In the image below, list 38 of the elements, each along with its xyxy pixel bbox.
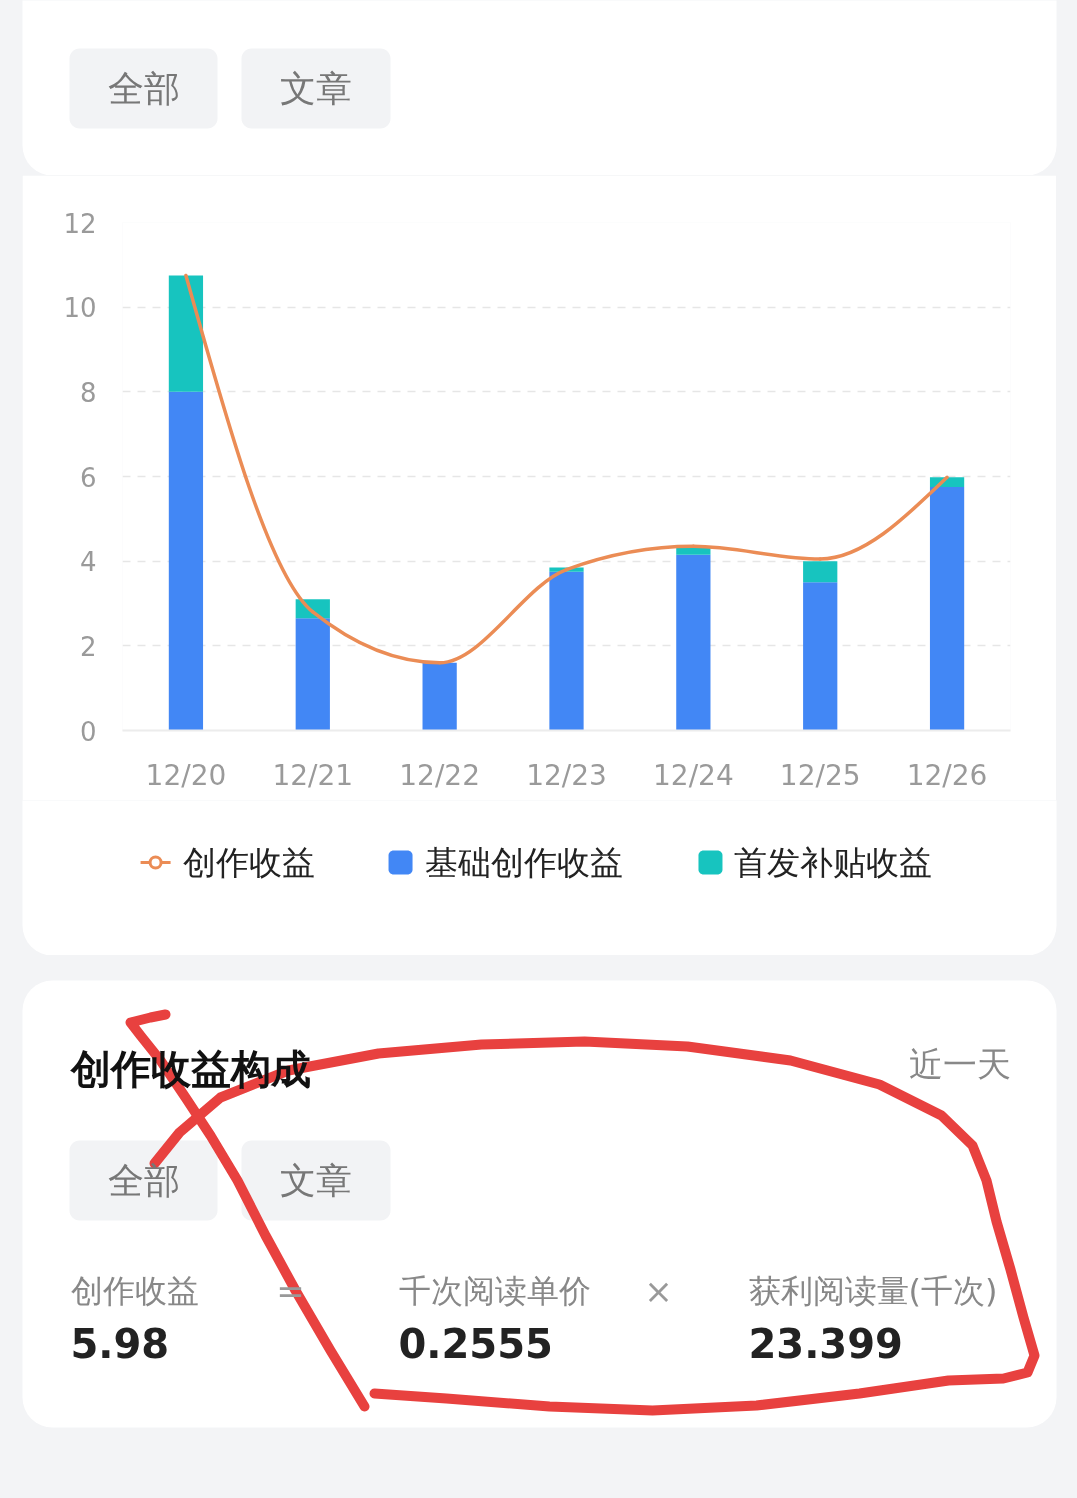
y-tick-label: 2: [79, 631, 97, 662]
legend-label: 首发补贴收益: [734, 843, 933, 882]
y-tick-label: 6: [79, 462, 97, 493]
y-tick-label: 4: [79, 547, 97, 578]
bar: [803, 561, 838, 583]
text: 23.399: [748, 1320, 903, 1367]
text: ×: [644, 1270, 673, 1311]
x-tick-label: 12/26: [906, 758, 988, 792]
y-tick-label: 12: [63, 208, 97, 239]
x-tick-label: 12/23: [526, 758, 607, 792]
bar: [549, 571, 584, 731]
bar: [929, 487, 965, 731]
text: 文章: [280, 68, 352, 109]
text: 获利阅读量(千次): [748, 1271, 998, 1310]
text: 0.2555: [398, 1320, 553, 1367]
x-tick-label: 12/25: [779, 758, 861, 792]
x-tick-label: 12/22: [399, 758, 480, 792]
text: 5.98: [70, 1320, 170, 1367]
bar: [168, 391, 204, 731]
y-tick-label: 0: [79, 716, 97, 747]
x-tick-label: 12/20: [145, 758, 227, 792]
bar: [803, 582, 838, 731]
text: 文章: [280, 1160, 352, 1201]
x-tick-label: 12/21: [272, 758, 354, 792]
text: 全部: [107, 1160, 180, 1201]
y-tick-label: 10: [63, 293, 97, 324]
bar: [422, 662, 457, 731]
text: 千次阅读单价: [398, 1271, 591, 1310]
bar: [168, 275, 204, 392]
text: 创作收益: [70, 1271, 199, 1310]
legend-label: 创作收益: [182, 843, 315, 882]
y-tick-label: 8: [79, 377, 97, 408]
legend-label: 基础创作收益: [424, 843, 623, 882]
bar: [295, 618, 330, 731]
x-tick-label: 12/24: [653, 758, 734, 792]
bar: [676, 554, 711, 731]
text: 近一天: [908, 1043, 1011, 1084]
text: 全部: [107, 68, 180, 109]
